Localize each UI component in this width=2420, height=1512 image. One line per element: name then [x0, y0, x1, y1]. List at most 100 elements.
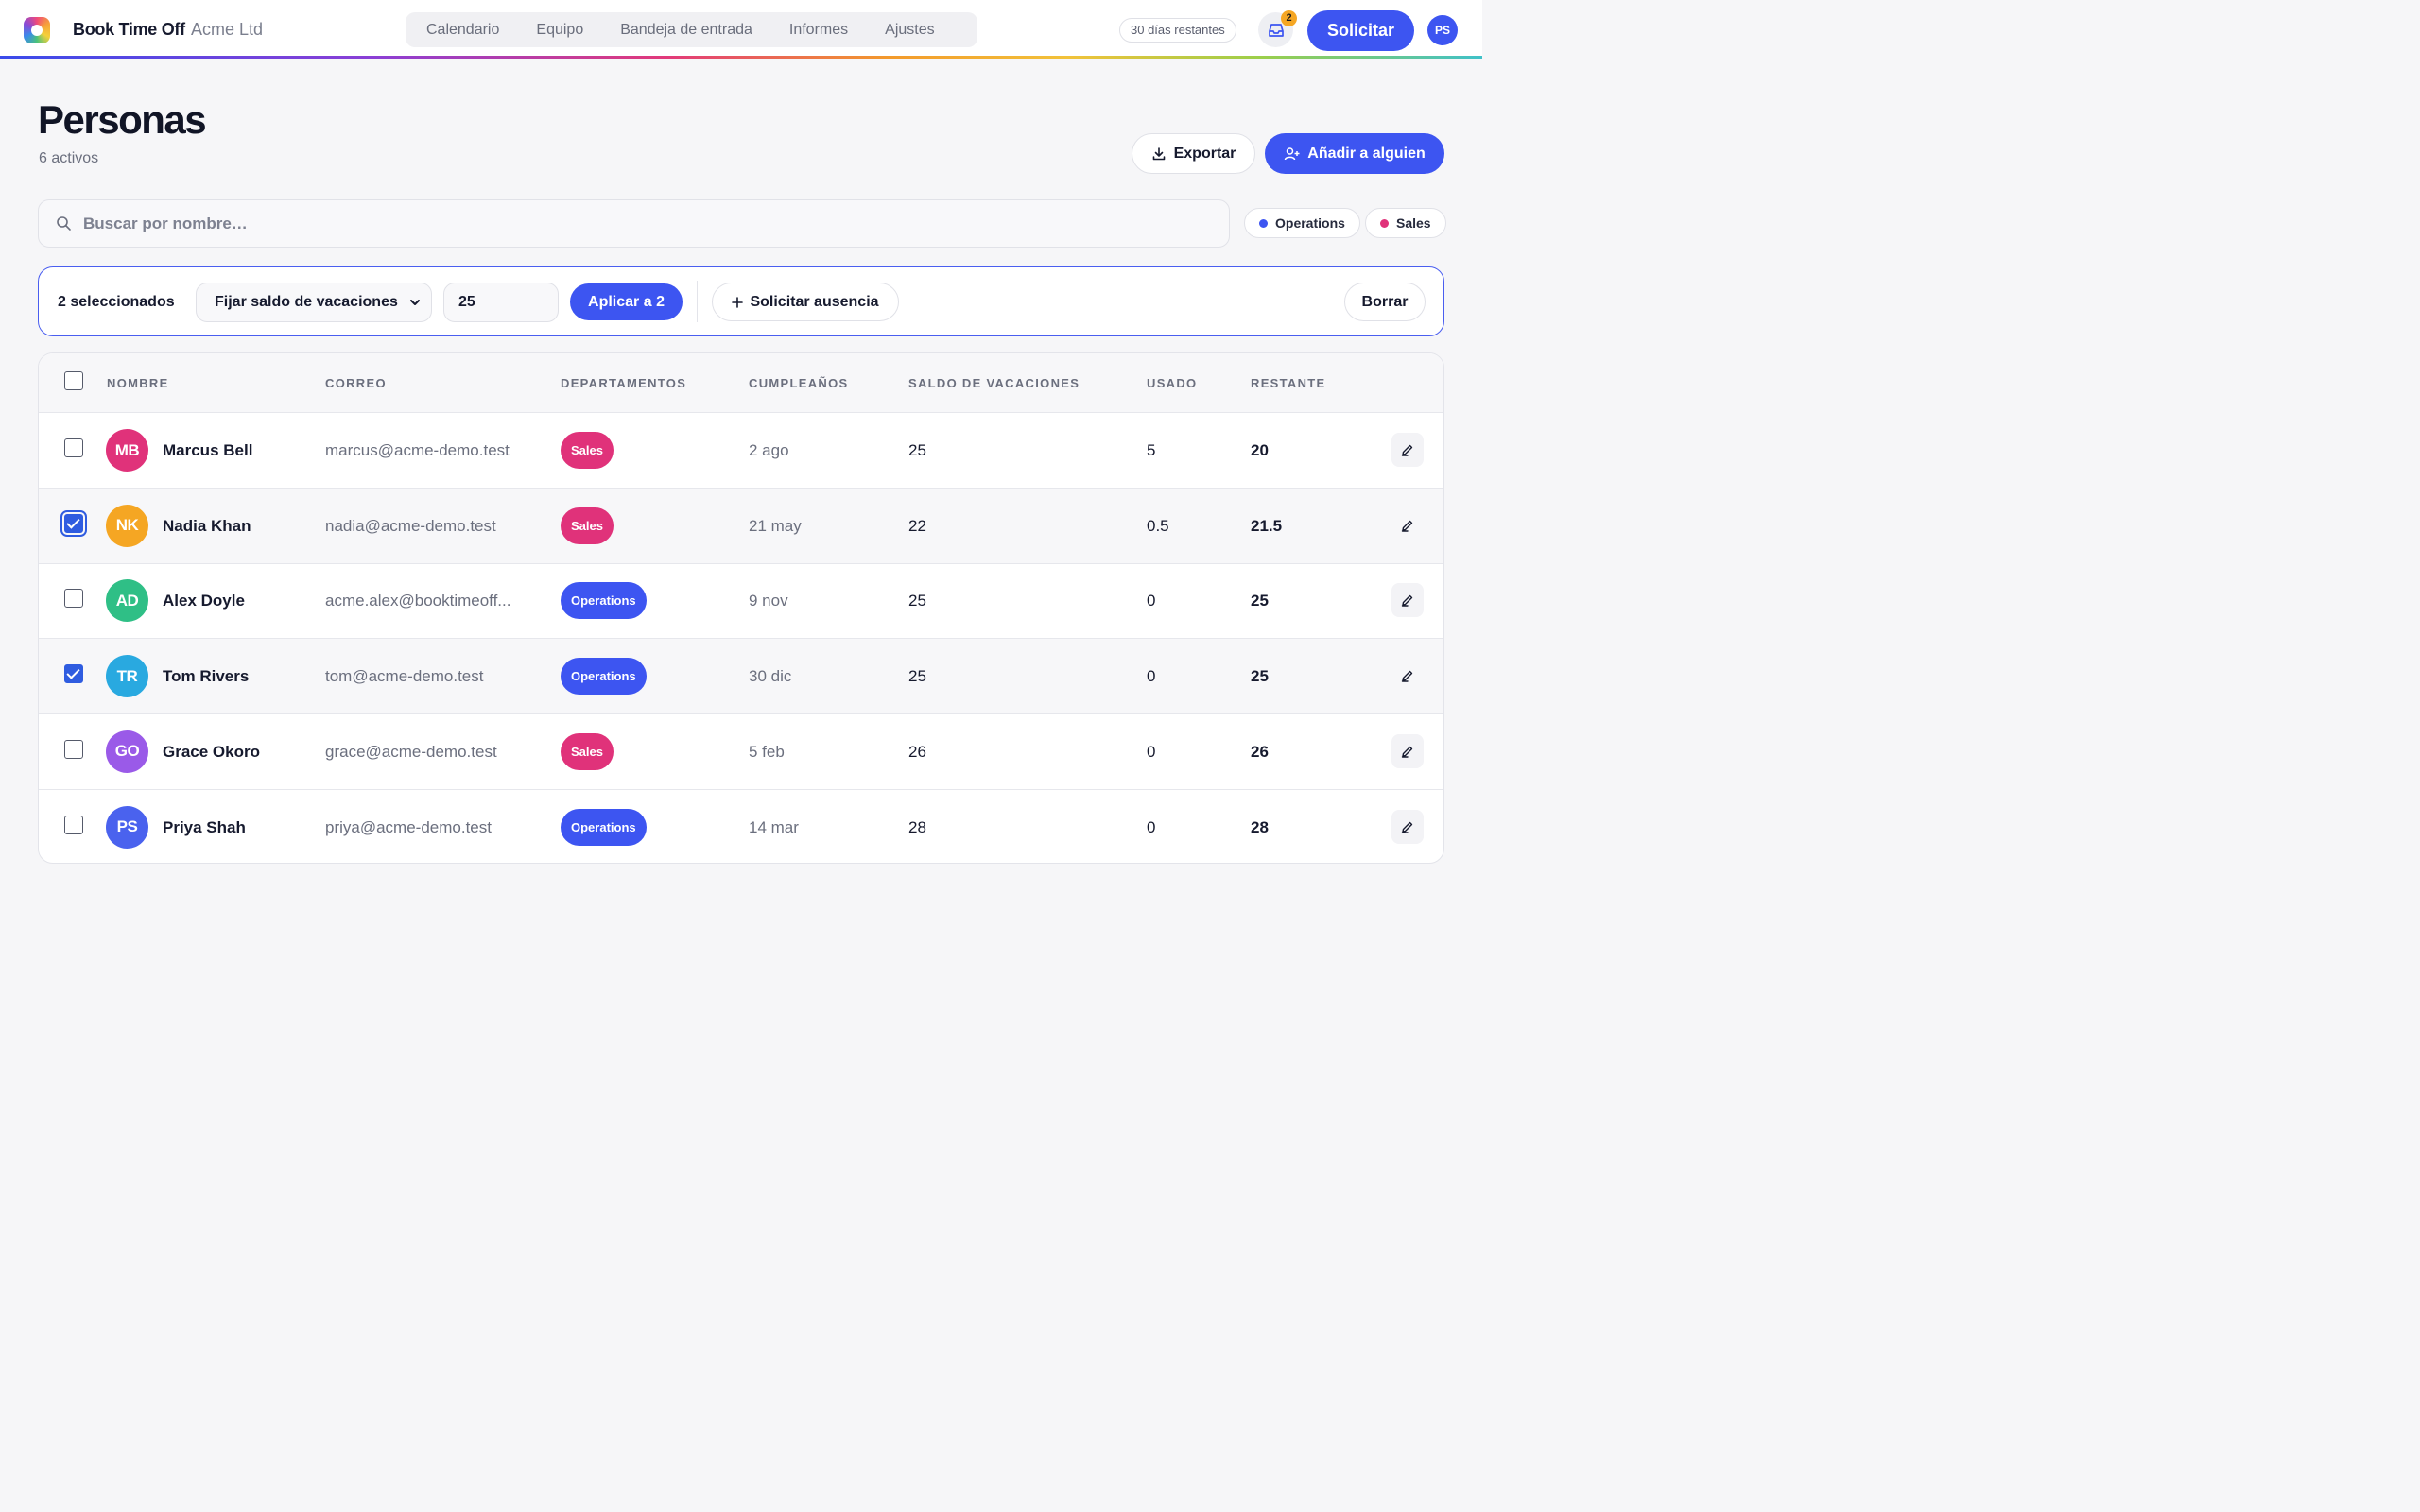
people-table: NOMBRE CORREO DEPARTAMENTOS CUMPLEAÑOS S…	[38, 352, 1444, 864]
vacation-balance: 25	[908, 592, 926, 610]
inbox-icon	[1268, 23, 1284, 37]
table-row[interactable]: PS Priya Shah priya@acme-demo.test Operatio…	[39, 790, 1443, 864]
add-person-button[interactable]: Añadir a alguien	[1265, 133, 1444, 174]
clear-selection-button[interactable]: Borrar	[1344, 283, 1426, 321]
request-absence-label: Solicitar ausencia	[750, 293, 879, 310]
nav-settings[interactable]: Ajustes	[885, 21, 935, 38]
birthday: 21 may	[749, 516, 802, 535]
person-name[interactable]: Alex Doyle	[163, 592, 245, 610]
vacation-balance: 26	[908, 742, 926, 761]
app-logo[interactable]	[24, 17, 50, 43]
filter-chip-label: Sales	[1396, 215, 1431, 231]
edit-button[interactable]	[1392, 508, 1424, 542]
person-name[interactable]: Nadia Khan	[163, 516, 251, 535]
sales-dot	[1380, 218, 1389, 228]
brand-name: Book Time Off	[73, 20, 185, 39]
days-remaining: 26	[1251, 742, 1269, 761]
export-button[interactable]: Exportar	[1132, 133, 1255, 174]
user-avatar[interactable]: PS	[1427, 15, 1458, 45]
person-email: tom@acme-demo.test	[325, 667, 484, 686]
pencil-icon	[1401, 746, 1413, 758]
inbox-count-badge: 2	[1281, 10, 1297, 26]
bulk-action-select[interactable]: Fijar saldo de vacaciones	[196, 283, 432, 322]
row-checkbox[interactable]	[64, 438, 83, 457]
days-used: 0	[1147, 667, 1156, 686]
days-remaining: 28	[1251, 817, 1269, 836]
birthday: 2 ago	[749, 441, 789, 459]
column-header-email[interactable]: CORREO	[325, 376, 387, 390]
search-input[interactable]	[83, 214, 1123, 233]
top-bar: Book Time Off Acme Ltd Calendario Equipo…	[0, 0, 1482, 59]
days-remaining: 20	[1251, 441, 1269, 459]
vacation-balance: 25	[908, 441, 926, 459]
row-checkbox[interactable]	[60, 509, 87, 537]
filter-chip-label: Operations	[1275, 215, 1345, 231]
table-row[interactable]: AD Alex Doyle acme.alex@booktimeoff... Oper…	[39, 563, 1443, 640]
add-person-label: Añadir a alguien	[1307, 145, 1426, 162]
days-remaining: 25	[1251, 592, 1269, 610]
days-used: 0	[1147, 742, 1156, 761]
department-badge: Operations	[561, 808, 647, 846]
filter-chip-operations[interactable]: Operations	[1244, 208, 1360, 238]
person-name[interactable]: Tom Rivers	[163, 667, 250, 686]
column-header-remaining[interactable]: RESTANTE	[1251, 376, 1326, 390]
column-header-balance[interactable]: SALDO DE VACACIONES	[908, 376, 1080, 390]
main-nav: Calendario Equipo Bandeja de entrada Inf…	[406, 12, 977, 47]
search-icon	[57, 216, 71, 231]
department-badge: Operations	[561, 658, 647, 696]
row-checkbox[interactable]	[64, 664, 83, 684]
request-absence-button[interactable]: Solicitar ausencia	[712, 283, 899, 321]
column-header-name[interactable]: NOMBRE	[107, 376, 169, 390]
download-icon	[1152, 146, 1165, 160]
nav-inbox[interactable]: Bandeja de entrada	[620, 21, 752, 38]
pencil-icon	[1401, 670, 1413, 682]
person-name[interactable]: Marcus Bell	[163, 441, 253, 459]
column-header-birthday[interactable]: CUMPLEAÑOS	[749, 376, 849, 390]
person-name[interactable]: Grace Okoro	[163, 742, 260, 761]
active-count: 6 activos	[39, 150, 99, 166]
edit-button[interactable]	[1392, 583, 1424, 618]
edit-button[interactable]	[1392, 733, 1424, 768]
nav-team[interactable]: Equipo	[536, 21, 584, 38]
department-badge: Operations	[561, 582, 647, 620]
pencil-icon	[1401, 595, 1413, 608]
birthday: 14 mar	[749, 817, 799, 836]
column-header-used[interactable]: USADO	[1147, 376, 1198, 390]
table-row[interactable]: MB Marcus Bell marcus@acme-demo.test Sales 2…	[39, 413, 1443, 489]
operations-dot	[1259, 218, 1268, 228]
search-box	[38, 199, 1230, 248]
person-name[interactable]: Priya Shah	[163, 817, 246, 836]
vacation-balance: 28	[908, 817, 926, 836]
person-email: priya@acme-demo.test	[325, 817, 492, 836]
row-checkbox[interactable]	[64, 739, 83, 759]
filter-chip-sales[interactable]: Sales	[1365, 208, 1446, 238]
table-row[interactable]: GO Grace Okoro grace@acme-demo.test Sales 5 …	[39, 714, 1443, 790]
nav-calendar[interactable]: Calendario	[426, 21, 500, 38]
days-remaining: 25	[1251, 667, 1269, 686]
avatar: MB	[106, 429, 148, 472]
department-badge: Sales	[561, 432, 614, 469]
birthday: 9 nov	[749, 592, 788, 610]
edit-button[interactable]	[1392, 433, 1424, 467]
vacation-balance: 22	[908, 516, 926, 535]
bar-divider	[697, 281, 698, 322]
days-remaining-badge: 30 días restantes	[1119, 18, 1236, 43]
row-checkbox[interactable]	[64, 815, 83, 834]
edit-button[interactable]	[1392, 809, 1424, 844]
table-row[interactable]: TR Tom Rivers tom@acme-demo.test Operations…	[39, 639, 1443, 715]
apply-button[interactable]: Aplicar a 2	[570, 284, 683, 320]
table-row[interactable]: NK Nadia Khan nadia@acme-demo.test Sales 21 …	[39, 488, 1443, 564]
edit-button[interactable]	[1392, 659, 1424, 693]
row-checkbox[interactable]	[64, 589, 83, 609]
request-button[interactable]: Solicitar	[1307, 10, 1414, 51]
birthday: 30 dic	[749, 667, 792, 686]
column-header-departments[interactable]: DEPARTAMENTOS	[561, 376, 687, 390]
nav-reports[interactable]: Informes	[788, 21, 849, 38]
department-badge: Sales	[561, 732, 614, 770]
select-all-checkbox[interactable]	[64, 371, 83, 390]
bulk-action-value: Fijar saldo de vacaciones	[215, 294, 398, 310]
export-label: Exportar	[1173, 145, 1236, 162]
balance-value-input[interactable]	[443, 283, 559, 322]
avatar: AD	[106, 579, 148, 623]
chevron-down-icon	[410, 300, 420, 305]
